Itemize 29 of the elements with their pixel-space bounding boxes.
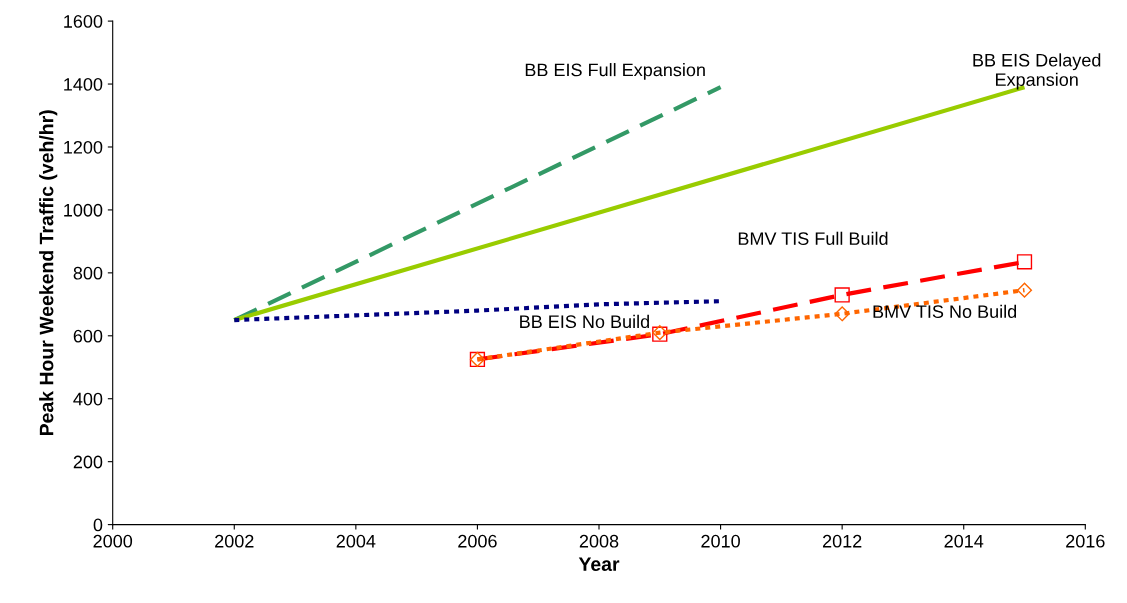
y-tick-label: 600 bbox=[73, 329, 103, 343]
x-tick-label: 2010 bbox=[701, 534, 740, 548]
y-tick-label: 1600 bbox=[64, 15, 103, 28]
x-tick-label: 2004 bbox=[336, 534, 376, 548]
x-tick-label: 2012 bbox=[822, 534, 862, 548]
point bbox=[834, 306, 850, 322]
y-tick-label: 400 bbox=[73, 392, 103, 406]
series-label: BMV TIS No Build bbox=[873, 304, 1017, 318]
x-tick-label: 2006 bbox=[458, 534, 497, 548]
x-tick-label: 2008 bbox=[579, 534, 619, 548]
y-tick-label: 800 bbox=[73, 266, 103, 280]
point bbox=[834, 287, 850, 303]
x-tick-label: 2002 bbox=[215, 534, 254, 548]
x-tick-label: 2014 bbox=[944, 534, 984, 548]
y-tick-label: 0 bbox=[93, 518, 103, 532]
series-label: BB EIS No Build bbox=[520, 314, 649, 329]
point bbox=[1016, 282, 1033, 298]
x-tick-label: 2016 bbox=[1066, 534, 1105, 548]
y-axis-title: Peak Hour Weekend Traffic (veh/hr) bbox=[39, 110, 58, 436]
x-axis-title: Year bbox=[578, 557, 620, 571]
series-label: BB EIS Full Expansion bbox=[525, 63, 705, 80]
x-tick-label: 2000 bbox=[93, 534, 133, 548]
y-tick-label: 1200 bbox=[64, 140, 103, 154]
y-tick-label: 1400 bbox=[64, 77, 103, 91]
point bbox=[1016, 254, 1033, 270]
y-tick-label: 200 bbox=[73, 455, 103, 469]
series-label: BB EIS Delayed Expansion bbox=[973, 53, 1101, 90]
y-tick-label: 1000 bbox=[64, 203, 103, 217]
text: BMV TIS Full Build bbox=[738, 231, 888, 245]
